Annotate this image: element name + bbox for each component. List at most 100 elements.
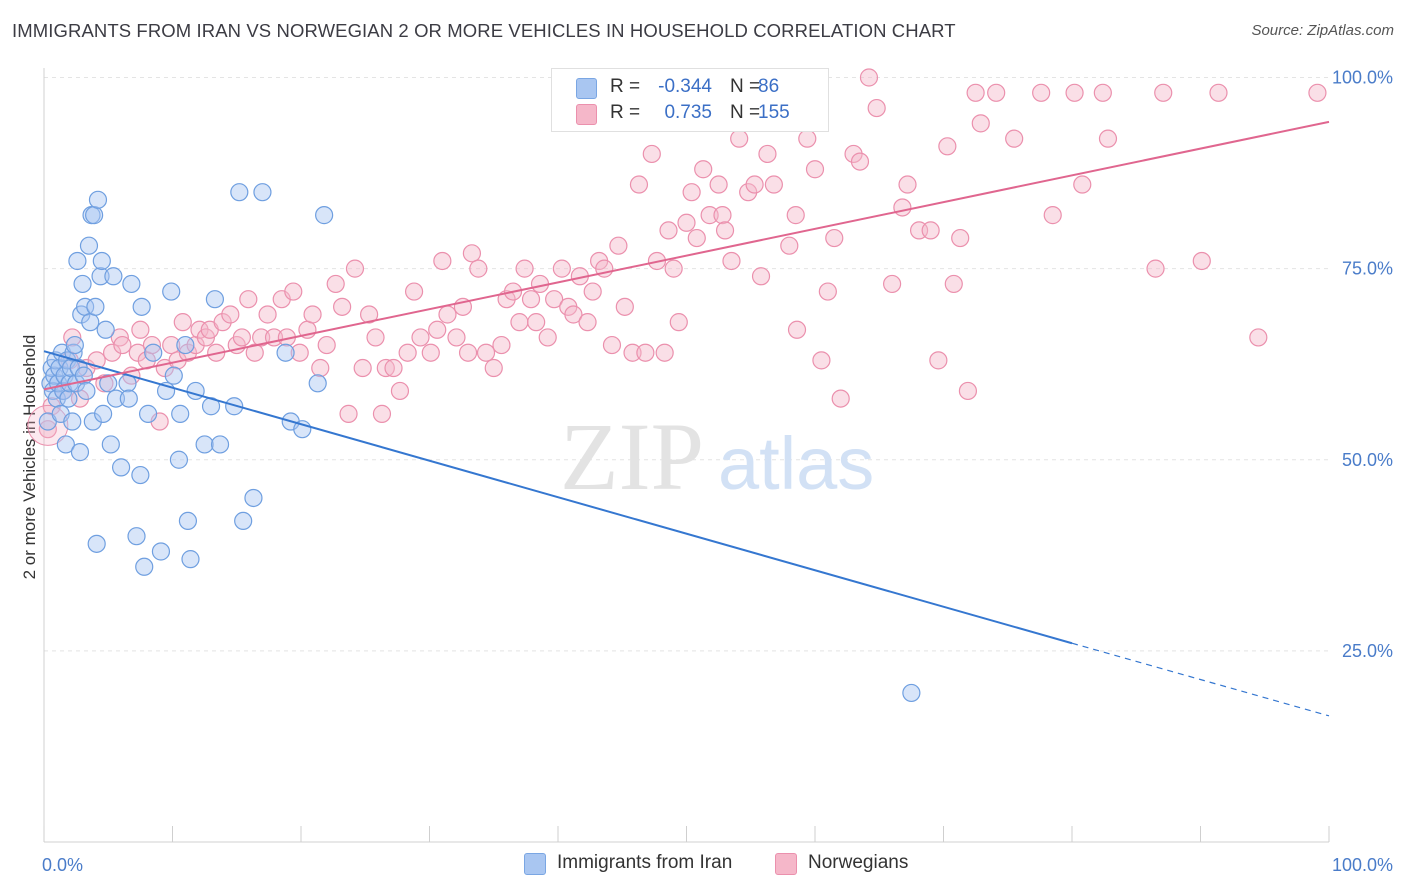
data-point-iran — [59, 389, 78, 408]
data-point-iran — [68, 251, 87, 271]
data-point-norwegians — [384, 358, 403, 378]
data-point-norwegians — [162, 335, 181, 355]
data-point-iran — [73, 274, 92, 294]
data-point-norwegians — [859, 68, 879, 87]
data-point-norwegians — [245, 343, 264, 362]
data-point-norwegians — [360, 305, 379, 324]
watermark-atlas: atlas — [718, 422, 874, 505]
data-point-iran — [315, 206, 334, 225]
data-point-norwegians — [1192, 251, 1211, 271]
watermark-zip: ZIP — [560, 403, 704, 510]
data-point-norwegians — [898, 175, 917, 194]
data-point-iran — [94, 404, 113, 423]
data-point-norwegians — [213, 313, 232, 332]
gridlines — [44, 77, 1331, 652]
data-point-norwegians — [730, 129, 749, 148]
data-point-norwegians — [636, 343, 655, 362]
data-point-norwegians — [687, 228, 706, 248]
data-point-iran — [171, 404, 190, 423]
trendlines — [43, 120, 1330, 717]
data-point-norwegians — [831, 389, 850, 408]
data-point-norwegians — [458, 343, 478, 362]
data-point-iran — [176, 335, 195, 355]
data-point-norwegians — [1249, 328, 1268, 347]
data-point-norwegians — [411, 328, 430, 347]
data-point-norwegians — [404, 282, 424, 301]
data-point-iran — [56, 435, 75, 454]
data-point-norwegians — [326, 274, 345, 294]
data-point-norwegians — [476, 343, 496, 362]
bottom-legend-swatch-iran — [524, 853, 546, 875]
data-point-iran — [162, 282, 181, 301]
data-point-iran — [85, 206, 104, 225]
data-point-norwegians — [1093, 83, 1112, 102]
data-point-norwegians — [173, 313, 192, 332]
data-point-norwegians — [602, 335, 622, 355]
data-point-iran — [119, 389, 138, 408]
data-point-iran — [99, 374, 118, 393]
data-point-norwegians — [1065, 83, 1084, 102]
legend-r-value: 0.735 — [664, 102, 712, 123]
bottom-legend-swatch-norwegians — [775, 853, 797, 875]
legend-r-label: R = — [610, 102, 641, 123]
data-point-norwegians — [113, 335, 132, 355]
data-point-norwegians — [95, 374, 114, 393]
data-point-norwegians — [709, 175, 728, 194]
data-point-norwegians — [552, 259, 571, 278]
data-point-norwegians — [655, 343, 674, 362]
y-tick-label: 75.0% — [1342, 259, 1393, 279]
data-point-norwegians — [677, 213, 696, 232]
data-point-norwegians — [1032, 83, 1051, 102]
data-point-norwegians — [366, 328, 385, 347]
data-point-iran — [106, 389, 126, 408]
data-point-iran — [86, 297, 105, 316]
data-point-iran — [276, 343, 295, 362]
y-tick-label: 50.0% — [1342, 450, 1393, 470]
data-point-norwegians — [421, 343, 440, 362]
data-point-norwegians — [921, 221, 940, 240]
data-point-norwegians — [700, 206, 719, 225]
data-point-iran — [164, 366, 183, 385]
data-point-iran — [308, 374, 327, 393]
legend-r-value: -0.344 — [658, 76, 712, 97]
data-point-norwegians — [805, 160, 825, 179]
bottom-legend-label-iran: Immigrants from Iran — [557, 852, 733, 873]
bottom-legend-label-norwegians: Norwegians — [808, 852, 909, 873]
data-point-norwegians — [232, 328, 251, 347]
data-point-norwegians — [390, 381, 410, 401]
data-point-norwegians — [1043, 206, 1062, 225]
data-point-norwegians — [303, 305, 322, 324]
data-point-norwegians — [867, 98, 886, 118]
x-tick-label: 100.0% — [1332, 855, 1393, 875]
data-point-norwegians — [142, 335, 162, 355]
data-point-iran — [138, 404, 158, 423]
data-point-norwegians-cluster — [27, 404, 69, 446]
legend-n-value: 155 — [758, 102, 790, 123]
data-point-iran — [111, 458, 131, 477]
data-point-norwegians — [669, 313, 688, 332]
data-point-iran — [132, 297, 151, 316]
data-point-norwegians — [1073, 175, 1092, 194]
data-point-norwegians — [951, 228, 970, 248]
data-point-norwegians — [284, 282, 303, 301]
data-point-iran — [70, 443, 90, 462]
data-point-norwegians — [715, 221, 735, 240]
data-point-norwegians — [1146, 259, 1165, 278]
data-point-iran — [92, 251, 111, 271]
data-point-norwegians — [345, 259, 365, 278]
data-point-norwegians — [751, 267, 771, 286]
data-point-iran — [127, 527, 146, 546]
data-point-norwegians — [433, 251, 452, 271]
data-point-norwegians — [786, 206, 805, 225]
data-point-norwegians — [38, 420, 57, 439]
data-point-norwegians — [438, 305, 457, 324]
data-point-norwegians — [1308, 83, 1327, 102]
data-point-iran — [87, 534, 106, 553]
data-point-norwegians — [938, 137, 957, 156]
data-point-iran — [195, 435, 214, 454]
data-point-norwegians — [745, 175, 764, 194]
data-point-iran — [83, 412, 102, 431]
data-point-norwegians — [578, 313, 597, 332]
data-point-norwegians — [893, 198, 912, 217]
data-point-norwegians — [447, 328, 466, 347]
